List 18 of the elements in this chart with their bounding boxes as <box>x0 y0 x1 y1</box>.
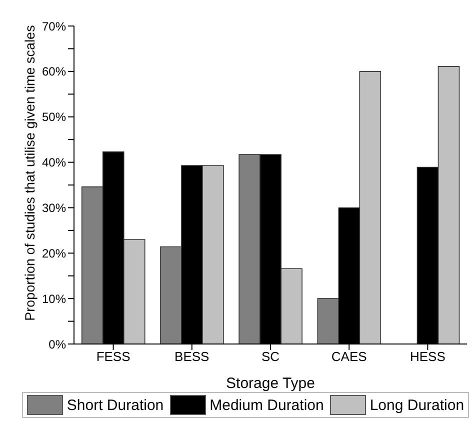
y-tick-label: 70% <box>42 19 66 34</box>
y-tick-label: 60% <box>42 64 66 79</box>
y-tick-label: 10% <box>42 292 66 306</box>
legend-label: Long Duration <box>370 396 464 414</box>
x-tick-label: BESS <box>174 349 210 364</box>
x-tick-label: FESS <box>96 349 131 364</box>
x-tick-label: CAES <box>331 349 368 364</box>
y-tick-label: 40% <box>42 156 66 170</box>
legend-label: Short Duration <box>66 396 164 414</box>
x-axis-title: Storage Type <box>226 375 315 392</box>
legend-label: Medium Duration <box>210 396 324 414</box>
y-tick-label: 20% <box>42 246 66 260</box>
y-axis-title: Proportion of studies that utilise given time scales <box>22 24 38 321</box>
y-tick-label: 0% <box>48 337 66 352</box>
y-tick-label: 30% <box>42 200 66 215</box>
x-tick-label: SC <box>261 349 280 364</box>
x-tick-label: HESS <box>410 349 446 364</box>
y-tick-label: 50% <box>42 110 66 124</box>
